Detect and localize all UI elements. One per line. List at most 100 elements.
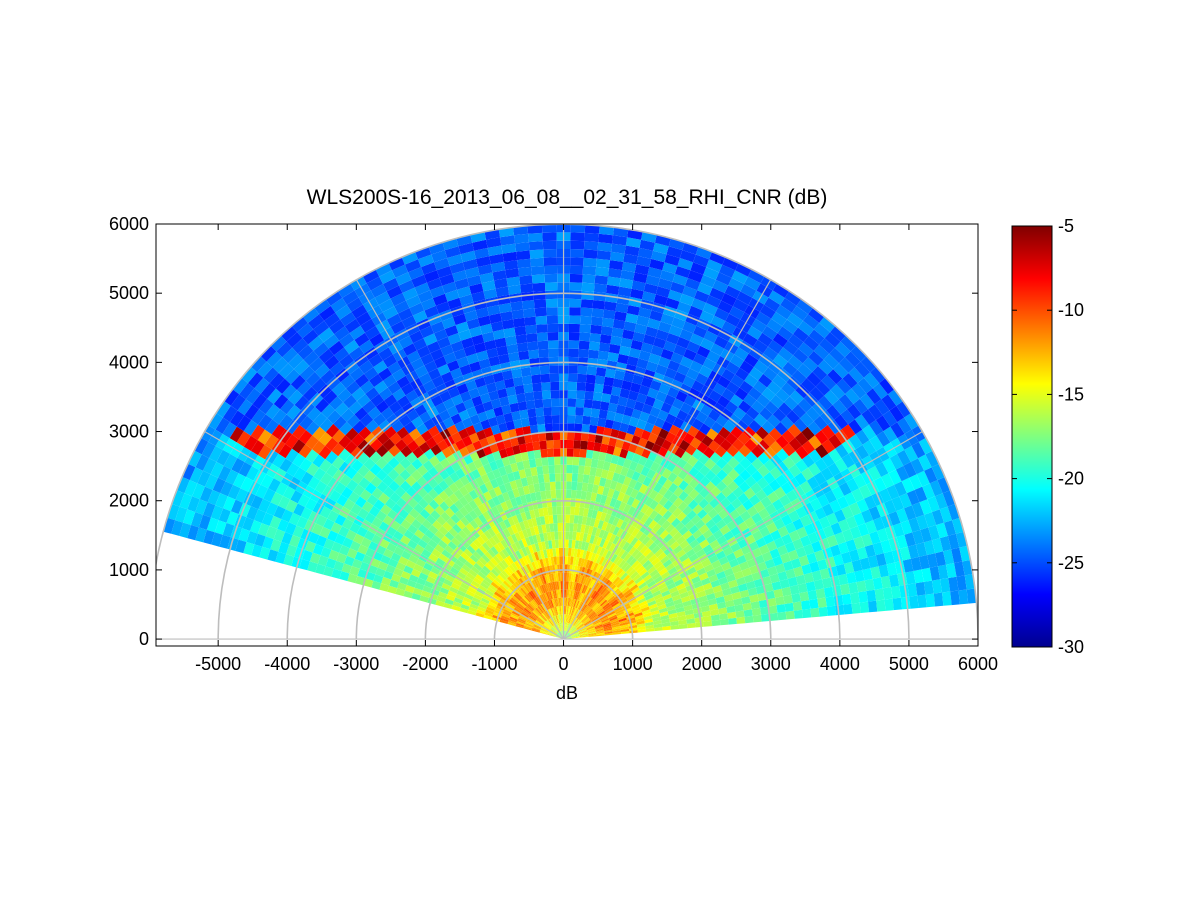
- heatmap-cell: [536, 550, 543, 560]
- heatmap-cell: [775, 304, 792, 320]
- heatmap-cell: [434, 530, 445, 540]
- heatmap-cell: [567, 624, 572, 632]
- heatmap-cell: [751, 457, 764, 471]
- heatmap-cell: [587, 525, 594, 535]
- heatmap-cell: [608, 524, 617, 534]
- heatmap-cell: [635, 520, 645, 531]
- heatmap-cell: [541, 224, 557, 233]
- heatmap-cell: [741, 596, 751, 605]
- heatmap-cell: [391, 420, 404, 433]
- heatmap-cell: [829, 499, 842, 513]
- heatmap-cell: [568, 598, 572, 607]
- heatmap-cell: [584, 391, 594, 401]
- heatmap-cell: [298, 430, 313, 445]
- heatmap-cell: [231, 458, 245, 474]
- heatmap-cell: [879, 488, 892, 503]
- heatmap-cell: [540, 373, 551, 383]
- heatmap-cell: [349, 540, 361, 552]
- heatmap-cell: [744, 517, 756, 528]
- heatmap-cell: [608, 343, 621, 354]
- heatmap-cell: [742, 333, 758, 347]
- heatmap-cell: [710, 315, 726, 329]
- heatmap-cell: [194, 437, 209, 455]
- heatmap-cell: [368, 505, 381, 517]
- heatmap-cell: [715, 550, 726, 560]
- heatmap-cell: [536, 324, 548, 334]
- heatmap-cell: [870, 366, 886, 384]
- heatmap-cell: [557, 597, 560, 607]
- heatmap-cell: [192, 483, 205, 500]
- heatmap-cell: [835, 604, 845, 616]
- heatmap-cell: [710, 579, 721, 588]
- heatmap-cell: [469, 361, 482, 373]
- heatmap-cell: [713, 382, 727, 396]
- heatmap-cell: [561, 622, 563, 631]
- heatmap-cell: [654, 535, 664, 546]
- heatmap-cell: [927, 553, 938, 568]
- heatmap-cell: [516, 579, 524, 588]
- heatmap-cell: [531, 579, 538, 589]
- heatmap-cell: [266, 502, 279, 516]
- heatmap-cell: [683, 432, 695, 445]
- heatmap-cell: [593, 620, 602, 625]
- heatmap-cell: [516, 342, 529, 353]
- heatmap-cell: [786, 375, 801, 391]
- heatmap-cell: [662, 559, 673, 568]
- heatmap-cell: [718, 556, 729, 566]
- heatmap-cell: [612, 632, 622, 635]
- heatmap-cell: [357, 508, 369, 520]
- heatmap-cell: [658, 383, 671, 395]
- heatmap-cell: [270, 335, 287, 352]
- heatmap-cell: [570, 556, 574, 565]
- heatmap-cell: [537, 605, 544, 614]
- heatmap-cell: [570, 589, 573, 599]
- heatmap-cell: [925, 593, 936, 608]
- heatmap-cell: [419, 325, 434, 339]
- heatmap-cell: [251, 544, 263, 558]
- heatmap-cell: [612, 472, 621, 483]
- heatmap-cell: [224, 389, 240, 406]
- heatmap-cell: [581, 482, 589, 492]
- heatmap-cell: [537, 340, 549, 350]
- heatmap-cell: [428, 571, 438, 580]
- heatmap-cell: [458, 496, 469, 507]
- heatmap-cell: [524, 595, 531, 603]
- heatmap-cell: [638, 350, 651, 362]
- heatmap-cell: [578, 627, 586, 632]
- heatmap-cell: [334, 326, 350, 341]
- heatmap-cell: [535, 607, 542, 615]
- heatmap-cell: [448, 527, 458, 538]
- heatmap-cell: [585, 516, 592, 526]
- heatmap-cell: [331, 541, 343, 553]
- heatmap-cell: [548, 465, 555, 474]
- heatmap-cell: [434, 544, 445, 554]
- heatmap-cell: [682, 242, 699, 255]
- heatmap-cell: [380, 554, 391, 565]
- heatmap-cell: [183, 509, 196, 525]
- heatmap-cell: [700, 274, 716, 288]
- heatmap-cell: [666, 550, 677, 560]
- heatmap-cell: [649, 406, 661, 418]
- heatmap-cell: [623, 253, 638, 265]
- heatmap-cell: [598, 586, 606, 594]
- heatmap-cell: [438, 490, 449, 502]
- heatmap-cell: [349, 522, 361, 534]
- heatmap-cell: [503, 557, 512, 567]
- heatmap-cell: [510, 597, 519, 605]
- heatmap-cell: [548, 515, 554, 524]
- heatmap-cell: [572, 456, 580, 466]
- heatmap-cell: [551, 607, 556, 616]
- heatmap-cell: [538, 616, 546, 623]
- heatmap-cell: [687, 622, 696, 629]
- heatmap-cell: [535, 620, 544, 626]
- heatmap-cell: [477, 385, 489, 396]
- heatmap-cell: [473, 342, 487, 354]
- heatmap-cell: [548, 631, 557, 636]
- heatmap-cell: [532, 534, 538, 544]
- heatmap-cell: [813, 471, 827, 486]
- heatmap-cell: [520, 587, 527, 596]
- heatmap-cell: [606, 505, 614, 516]
- heatmap-cell: [636, 393, 648, 404]
- heatmap-cell: [615, 568, 624, 577]
- heatmap-cell: [567, 423, 575, 432]
